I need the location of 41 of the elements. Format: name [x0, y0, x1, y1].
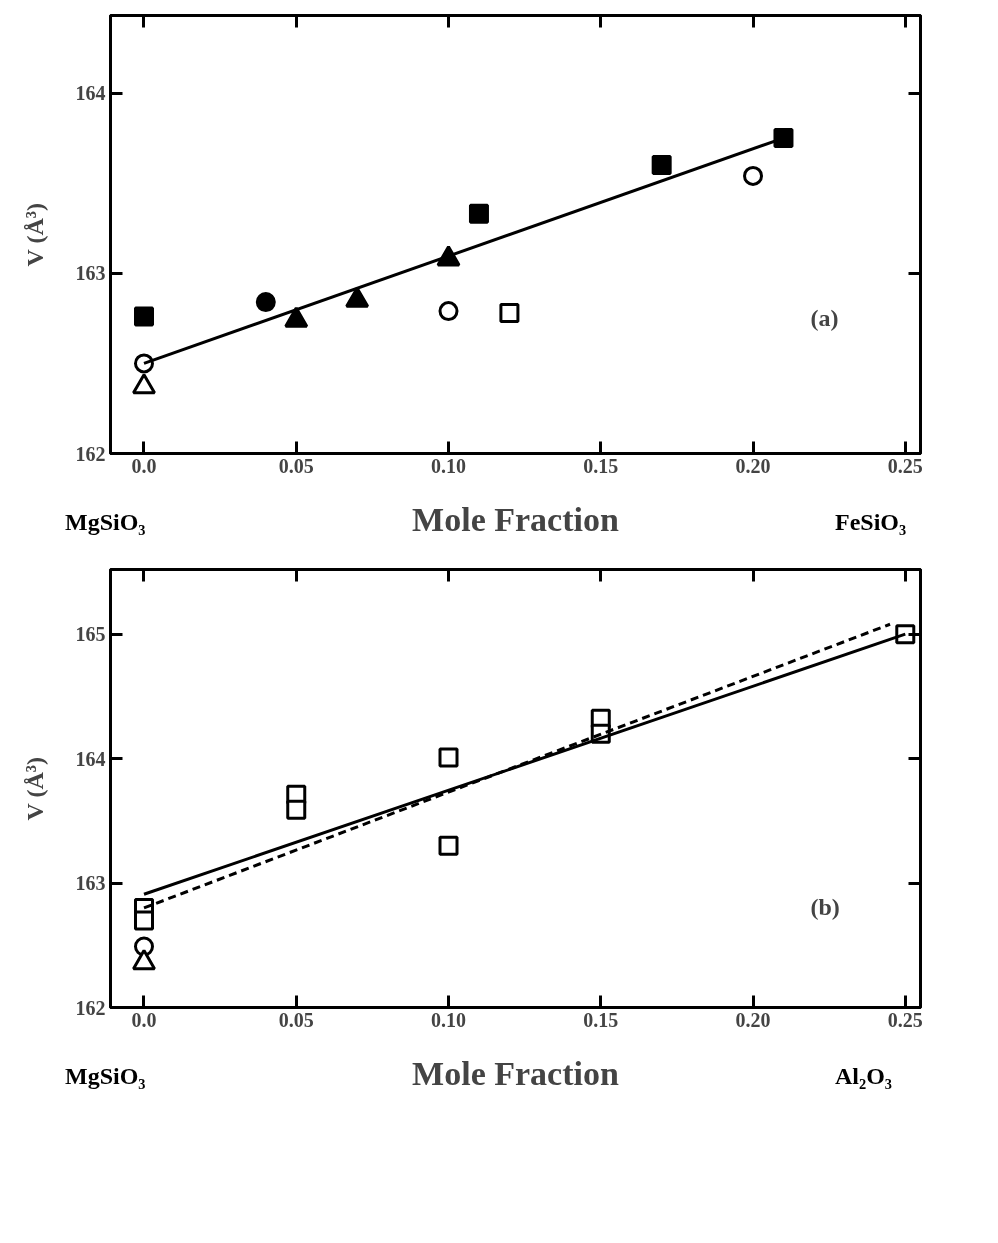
point [499, 302, 520, 323]
y-tick-label: 165 [75, 623, 106, 646]
text: Al₂O₃ [835, 1062, 893, 1091]
x-tick-label: 0.15 [583, 454, 619, 477]
annotation: (b) [810, 893, 840, 920]
x-tick-label: 0.05 [278, 1008, 314, 1031]
point [743, 165, 764, 186]
y-tick-label: 162 [75, 442, 106, 465]
y-axis-title: V (Å³) [21, 757, 48, 821]
x-tick-label: 0.20 [735, 1008, 771, 1031]
point [468, 203, 489, 224]
point [438, 747, 459, 768]
y-tick-label: 162 [75, 996, 106, 1019]
point [438, 301, 459, 322]
point [651, 155, 672, 176]
x-axis-title: Mole Fraction [412, 1054, 619, 1092]
y-tick-label: 164 [75, 82, 106, 105]
x-tick-label: 0.0 [131, 454, 157, 477]
point [134, 306, 154, 327]
point [134, 910, 154, 931]
x-tick-label: 0.20 [735, 454, 771, 477]
text: MgSiO₃ [65, 1062, 146, 1091]
text: MgSiO₃ [65, 508, 146, 537]
x-tick-label: 0.25 [887, 1008, 923, 1031]
x-tick-label: 0.0 [131, 1008, 157, 1031]
y-tick-label: 164 [75, 747, 106, 770]
x-tick-label: 0.10 [431, 1008, 467, 1031]
point [286, 799, 307, 820]
x-tick-label: 0.15 [583, 1008, 619, 1031]
annotation: (a) [810, 304, 839, 331]
text: FeSiO₃ [835, 508, 907, 537]
point [438, 835, 459, 856]
x-axis-title: Mole Fraction [412, 500, 619, 538]
x-tick-label: 0.05 [278, 454, 314, 477]
y-axis-title: V (Å³) [21, 203, 48, 267]
x-tick-label: 0.25 [887, 454, 923, 477]
point [773, 128, 794, 149]
x-tick-label: 0.10 [431, 454, 467, 477]
y-tick-label: 163 [75, 262, 106, 285]
point [255, 292, 276, 313]
y-tick-label: 163 [75, 872, 106, 895]
